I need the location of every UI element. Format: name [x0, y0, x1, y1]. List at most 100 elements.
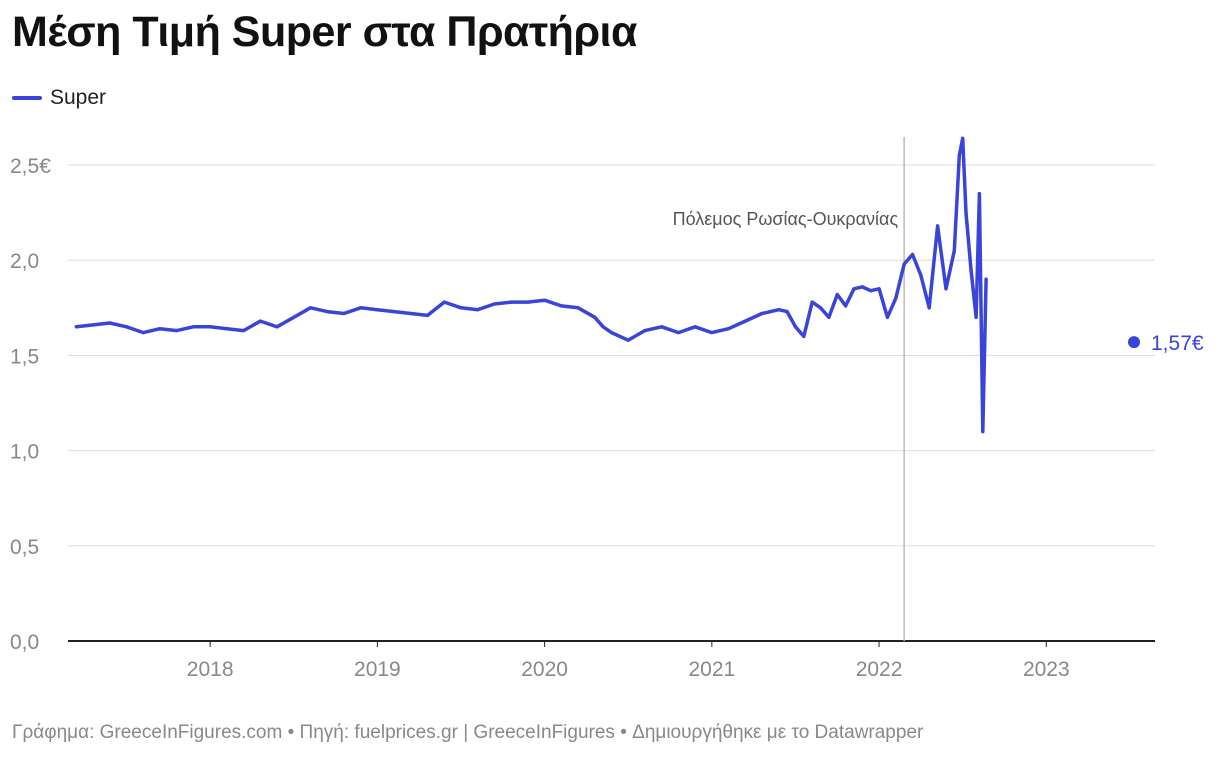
data-point: [409, 311, 413, 316]
data-point: [981, 429, 985, 434]
data-point: [225, 327, 229, 331]
y-axis-ticks: 0,0 0,5 1,0 1,5 2,0 2,5€: [10, 155, 51, 654]
data-point: [952, 249, 956, 253]
data-point: [526, 300, 530, 304]
data-point: [785, 310, 789, 314]
data-point: [760, 311, 764, 316]
data-point: [124, 325, 129, 329]
data-point: [576, 306, 580, 310]
data-point: [258, 319, 262, 323]
x-axis-ticks: 2018 2019 2020 2021 2022 2023: [187, 641, 1070, 681]
data-point: [869, 289, 873, 293]
data-point: [743, 319, 747, 323]
data-point: [902, 262, 906, 266]
end-marker-label: 1,57€: [1151, 332, 1204, 355]
data-point: [392, 310, 396, 314]
data-point: [894, 296, 898, 300]
data-point: [660, 325, 664, 329]
x-tick-label-0: 2018: [187, 658, 234, 681]
data-point: [957, 153, 961, 158]
data-point: [375, 308, 379, 312]
data-point: [74, 325, 78, 329]
data-point: [844, 304, 848, 308]
data-point: [609, 330, 614, 335]
data-point: [827, 315, 831, 319]
data-point: [936, 224, 940, 228]
data-point: [852, 287, 856, 291]
data-point: [944, 287, 948, 291]
data-point: [818, 306, 823, 310]
data-point: [726, 327, 731, 331]
data-point: [476, 308, 480, 312]
data-point: [593, 315, 597, 319]
data-point: [961, 136, 965, 140]
legend: Super: [12, 86, 106, 110]
data-point: [777, 308, 781, 312]
data-point: [459, 306, 463, 310]
gridlines: [68, 164, 1155, 642]
data-point: [292, 315, 296, 319]
series-lines: [74, 136, 988, 434]
data-point: [710, 330, 714, 335]
data-point: [191, 325, 196, 329]
footer-credits: Γράφημα: GreeceInFigures.com • Πηγή: fue…: [12, 722, 924, 743]
data-point: [793, 325, 798, 329]
data-point: [175, 329, 179, 333]
data-point: [974, 315, 978, 319]
data-point: [158, 327, 162, 331]
data-point: [208, 325, 212, 329]
y-tick-label-1: 0,5: [10, 536, 39, 559]
data-point: [559, 304, 563, 308]
data-point: [802, 334, 806, 338]
data-point: [241, 329, 246, 333]
data-point: [509, 300, 513, 304]
data-point: [425, 313, 430, 318]
y-tick-label-2: 1,0: [10, 441, 39, 464]
data-point: [643, 329, 647, 333]
end-marker-dot: [1128, 336, 1140, 349]
line-chart: 0,0 0,5 1,0 1,5 2,0 2,5€ 2018 2019 2020 2021 2022…: [10, 136, 1204, 681]
data-point: [325, 310, 329, 314]
y-tick-label-5: 2,5€: [10, 155, 51, 178]
y-tick-label-4: 2,0: [10, 250, 39, 273]
data-point: [91, 323, 95, 327]
data-point: [676, 330, 680, 335]
data-point: [442, 300, 446, 304]
data-point: [359, 306, 363, 310]
annotations: Πόλεμος Ρωσίας-Ουκρανίας: [673, 137, 905, 641]
x-tick-label-2: 2020: [521, 658, 568, 681]
x-tick-label-5: 2023: [1023, 658, 1070, 681]
data-point: [860, 285, 864, 289]
x-tick-label-1: 2019: [354, 658, 401, 681]
legend-label-super: Super: [50, 86, 107, 109]
data-point: [919, 273, 923, 278]
data-point: [969, 268, 973, 272]
data-point: [141, 330, 145, 335]
x-tick-label-4: 2022: [856, 658, 903, 681]
data-point: [601, 325, 605, 329]
data-point: [910, 252, 915, 257]
data-point: [977, 191, 982, 196]
y-tick-label-3: 1,5: [10, 345, 39, 368]
data-point: [342, 311, 346, 316]
data-point: [492, 302, 497, 306]
data-point: [543, 298, 547, 302]
data-point: [964, 211, 968, 215]
x-tick-label-3: 2021: [688, 658, 735, 681]
data-point: [927, 306, 931, 310]
annotation-label-0: Πόλεμος Ρωσίας-Ουκρανίας: [673, 209, 899, 229]
data-point: [885, 315, 890, 319]
data-point: [877, 287, 881, 291]
data-point: [626, 338, 630, 342]
y-tick-label-0: 0,0: [10, 631, 39, 654]
data-point: [308, 306, 313, 310]
page-title: Μέση Τιμή Super στα Πρατήρια: [12, 8, 637, 56]
data-point: [810, 300, 814, 304]
legend-swatch: [12, 96, 42, 100]
series-line-0: [74, 136, 988, 434]
data-point: [275, 325, 279, 329]
data-point: [835, 292, 839, 297]
data-point: [984, 277, 988, 281]
end-marker: 1,57€: [1128, 332, 1204, 355]
data-point: [108, 321, 112, 325]
